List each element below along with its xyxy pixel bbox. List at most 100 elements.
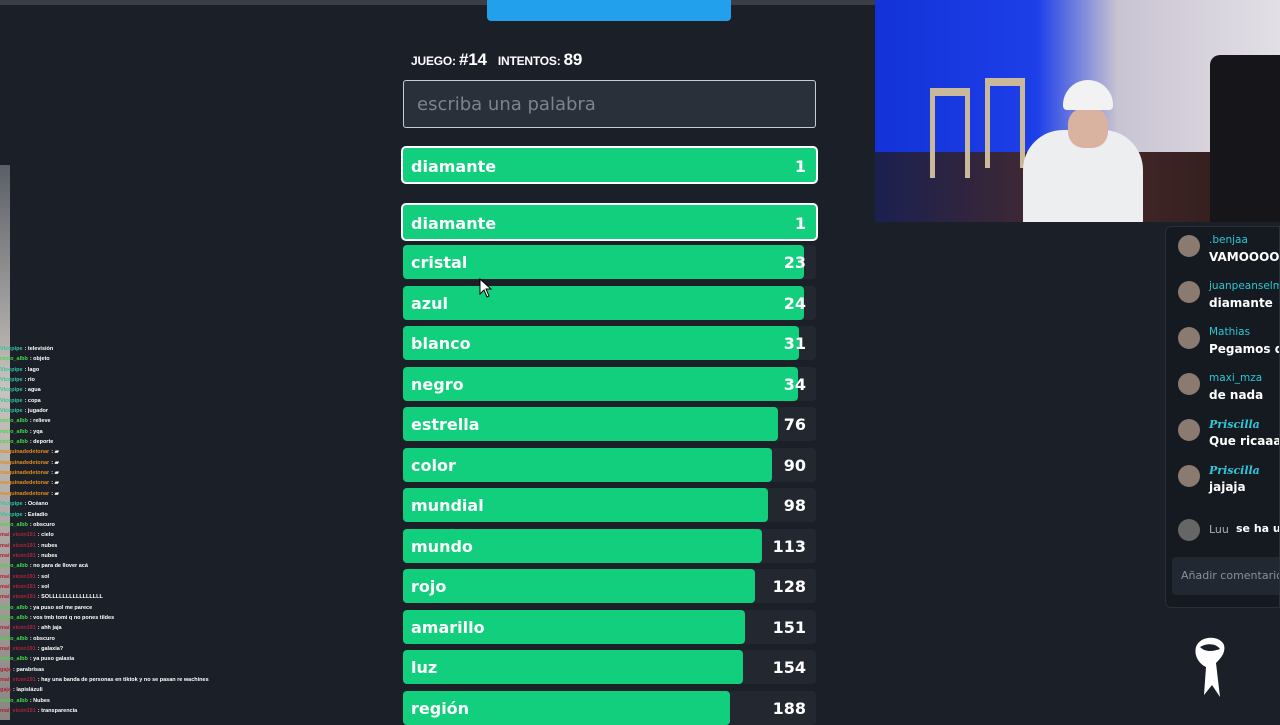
chat-username: rocio_albb	[0, 697, 28, 704]
chat-message: : lago	[24, 366, 40, 373]
chat-message: : obscuro	[29, 521, 55, 528]
similarity-bar	[403, 690, 731, 725]
similarity-bar	[403, 650, 743, 684]
intentos-label: INTENTOS:	[497, 54, 561, 68]
chat-username[interactable]: maxi_mza	[1209, 372, 1263, 384]
chat-message: : televisión	[24, 346, 54, 352]
chat-username[interactable]: Priscilla	[1209, 418, 1260, 431]
chat-message: : ▰	[51, 459, 59, 466]
chat-line: mai_vicen191: transparencia	[0, 706, 240, 716]
guess-rank: 23	[783, 253, 806, 272]
chat-line: rocio_albb: ya puso galaxia	[0, 654, 240, 664]
guess-row: cristal 23	[403, 245, 816, 279]
chat-line: mai_vicen191: hay una banda de personas …	[0, 675, 240, 685]
chat-message: : agua	[24, 387, 41, 394]
chat-line: Vicepipe: jugador	[0, 406, 240, 416]
chat-line: maquinadedetonar: ▰	[0, 447, 240, 457]
chat-line: mai_vicen191: nubes	[0, 551, 240, 561]
chat-username: rocio_albb	[0, 439, 28, 446]
avatar	[1178, 235, 1200, 257]
chat-username: rocio_albb	[0, 356, 28, 363]
chat-message: : ya puso galaxia	[29, 656, 75, 663]
chat-message: : cielo	[37, 532, 54, 539]
chat-line: Vicepipe: agua	[0, 385, 240, 395]
chat-username: mai_vicen191	[0, 708, 36, 715]
top-blue-button[interactable]	[487, 0, 731, 21]
chat-message: : sol	[37, 583, 50, 590]
chat-line: gaja: lapislázuli	[0, 685, 240, 695]
guess-word: negro	[411, 374, 464, 394]
guess-rank: 24	[783, 293, 806, 313]
chat-username: Vicepipe	[0, 501, 23, 508]
guess-rank: 98	[783, 496, 806, 515]
chat-message: : yqa	[29, 428, 43, 435]
chat-username: mai_vicen191	[0, 542, 36, 549]
comment-input[interactable]: Añadir comentario	[1172, 557, 1279, 595]
chat-username[interactable]: Priscilla	[1209, 464, 1260, 477]
chat-line: rocio_albb: vos tmb tomi q no pones tild…	[0, 613, 240, 623]
chat-username: maquinadedetonar	[0, 459, 50, 466]
chat-line: maquinadedetonar: ▰	[0, 468, 240, 478]
chat-line: mai_vicen191: SOLLLLLLLLLLLLLLLL	[0, 592, 240, 602]
chat-message: : ahh jaja	[37, 625, 62, 632]
chat-line: mai_vicen191: cielo	[0, 530, 240, 540]
chat-message: : galaxia?	[37, 645, 64, 652]
word-input[interactable]: escriba una palabra	[403, 80, 816, 128]
guess-row: azul 24	[403, 285, 816, 320]
chat-username: Vicepipe	[0, 511, 23, 518]
chat-username: maquinadedetonar	[0, 480, 50, 487]
chat-message: : obscuro	[29, 635, 55, 642]
chat-username: Vicepipe	[0, 397, 23, 404]
chat-username: Vicepipe	[0, 377, 23, 384]
guess-rank: 128	[772, 577, 806, 596]
avatar	[1178, 465, 1200, 487]
chat-username: rocio_albb	[0, 563, 28, 570]
chat-username: maquinadedetonar	[0, 449, 50, 456]
overlay-chat: Vicepipe: televisión rocio_albb: objeto Vi…	[0, 344, 240, 716]
chat-text: diamante	[1209, 296, 1273, 310]
chat-message: : ▰	[51, 490, 59, 497]
guess-row: mundo 113	[403, 528, 816, 563]
chat-message: : nubes	[37, 542, 58, 549]
chat-message: : lapislázuli	[13, 687, 43, 694]
similarity-bar	[403, 528, 762, 563]
guess-word: diamante	[411, 214, 497, 233]
chat-line: Vicepipe: rio	[0, 375, 240, 385]
chat-username: rocio_albb	[0, 635, 28, 642]
chat-line: rocio_albb: no para de llover acá	[0, 561, 240, 571]
chat-username: rocio_albb	[0, 418, 28, 425]
chat-username: mai_vicen191	[0, 552, 36, 559]
chat-line: mai_vicen191: sol	[0, 572, 240, 582]
chat-message: : vos tmb tomi q no pones tildes	[29, 614, 115, 621]
chat-line: rocio_albb: Nubes	[0, 696, 240, 706]
chat-username[interactable]: Mathias	[1209, 326, 1251, 338]
chat-message: : Océano	[24, 501, 49, 508]
chat-message: : relieve	[29, 418, 51, 425]
similarity-bar	[403, 407, 778, 441]
guess-word: blanco	[411, 334, 471, 353]
chat-username: Vicepipe	[0, 366, 23, 373]
guess-row: estrella 76	[403, 407, 816, 441]
guess-word: estrella	[411, 415, 480, 434]
join-text: se ha un	[1236, 522, 1280, 535]
guess-row: color 90	[403, 447, 816, 482]
chat-username: mai_vicen191	[0, 594, 36, 601]
similarity-bar	[403, 488, 769, 522]
chat-text: VAMOOOOS	[1209, 250, 1280, 264]
chat-message: : nubes	[37, 552, 58, 559]
chat-text: Que ricaaa	[1209, 434, 1280, 448]
chat-line: gaja: parabrisas	[0, 665, 240, 675]
guess-word: diamante	[411, 157, 497, 176]
similarity-bar	[403, 245, 805, 279]
guess-word: mundo	[411, 536, 473, 556]
chat-username[interactable]: .benjaa	[1209, 234, 1248, 246]
juego-number: #14	[458, 50, 487, 69]
guess-row: amarillo 151	[403, 609, 816, 644]
chat-message: : rio	[24, 377, 35, 384]
intentos-count: 89	[563, 50, 583, 69]
chat-line: maquinadedetonar: ▰	[0, 478, 240, 488]
chat-username[interactable]: juanpeanselm	[1209, 280, 1280, 292]
similarity-bar	[403, 285, 805, 320]
chat-username: maquinadedetonar	[0, 490, 50, 497]
guess-word: cristal	[411, 253, 468, 272]
